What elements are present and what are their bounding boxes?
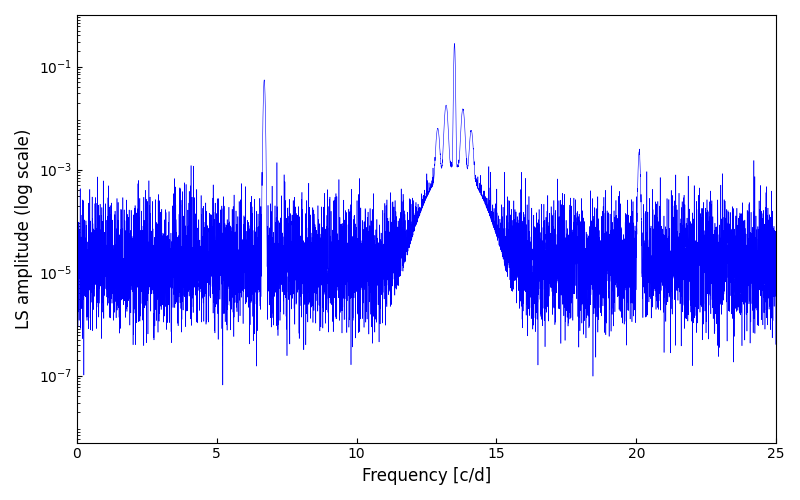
X-axis label: Frequency [c/d]: Frequency [c/d] [362,467,491,485]
Y-axis label: LS amplitude (log scale): LS amplitude (log scale) [15,128,33,329]
